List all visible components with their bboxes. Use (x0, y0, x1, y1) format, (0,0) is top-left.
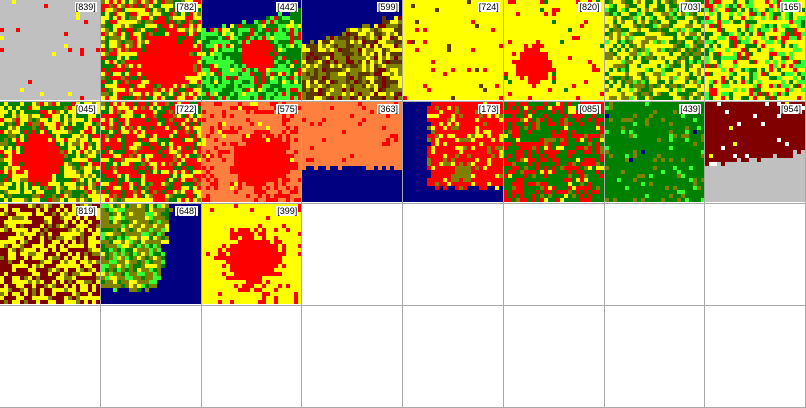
tile-image (0, 204, 100, 304)
tile-cell (705, 204, 806, 306)
tile-label: [703] (679, 2, 701, 12)
tile-label: [599] (377, 2, 399, 12)
tile-label: [399] (276, 206, 298, 216)
tile-image (101, 102, 201, 202)
tile-grid: [839] [782] [442] [599] [724] [820] [703] [165]… (0, 0, 806, 408)
tile-cell: [363] (302, 102, 403, 204)
tile-cell: [819] (0, 204, 101, 306)
tile-label: [363] (377, 104, 399, 114)
tile-label: [724] (478, 2, 500, 12)
tile-image (0, 0, 100, 100)
tile-image (705, 102, 805, 202)
tile-label: [820] (578, 2, 600, 12)
tile-image (101, 0, 201, 100)
tile-pixels (605, 102, 705, 202)
tile-cell: [399] (202, 204, 303, 306)
tile-cell: [839] (0, 0, 101, 102)
tile-label: [954] (780, 104, 802, 114)
page: [839] [782] [442] [599] [724] [820] [703] [165]… (0, 0, 806, 408)
tile-label: [575] (276, 104, 298, 114)
tile-image (101, 204, 201, 304)
tile-image (403, 0, 503, 100)
tile-label: [085] (578, 104, 600, 114)
tile-cell (504, 204, 605, 306)
tile-cell (403, 306, 504, 408)
tile-image (202, 102, 302, 202)
tile-label: [045] (75, 104, 97, 114)
tile-cell: [722] (101, 102, 202, 204)
tile-cell: [648] (101, 204, 202, 306)
tile-image (605, 102, 705, 202)
tile-cell: [724] (403, 0, 504, 102)
tile-cell: [442] (202, 0, 303, 102)
tile-label: [819] (75, 206, 97, 216)
tile-cell (302, 204, 403, 306)
tile-cell: [820] (504, 0, 605, 102)
tile-label: [173] (478, 104, 500, 114)
tile-cell: [439] (605, 102, 706, 204)
tile-cell (202, 306, 303, 408)
tile-image (403, 102, 503, 202)
tile-image (504, 102, 604, 202)
tile-image (0, 102, 100, 202)
tile-label: [782] (175, 2, 197, 12)
tile-cell: [173] (403, 102, 504, 204)
tile-cell (504, 306, 605, 408)
tile-cell: [703] (605, 0, 706, 102)
tile-cell: [085] (504, 102, 605, 204)
tile-cell: [782] (101, 0, 202, 102)
tile-cell (101, 306, 202, 408)
tile-image (202, 204, 302, 304)
tile-cell (705, 306, 806, 408)
tile-cell: [165] (705, 0, 806, 102)
tile-label: [722] (175, 104, 197, 114)
tile-cell (403, 204, 504, 306)
tile-pixels (302, 166, 402, 202)
tile-label: [439] (679, 104, 701, 114)
tile-cell (0, 306, 101, 408)
tile-label: [165] (780, 2, 802, 12)
tile-cell: [045] (0, 102, 101, 204)
tile-label: [839] (75, 2, 97, 12)
tile-cell (605, 204, 706, 306)
tile-image (302, 0, 402, 100)
tile-pixels (0, 0, 100, 100)
tile-label: [442] (276, 2, 298, 12)
tile-label: [648] (175, 206, 197, 216)
tile-cell: [599] (302, 0, 403, 102)
tile-cell (302, 306, 403, 408)
tile-image (302, 102, 402, 202)
tile-image (605, 0, 705, 100)
tile-cell (605, 306, 706, 408)
tile-image (202, 0, 302, 100)
tile-image (705, 0, 805, 100)
tile-cell: [954] (705, 102, 806, 204)
tile-cell: [575] (202, 102, 303, 204)
tile-image (504, 0, 604, 100)
